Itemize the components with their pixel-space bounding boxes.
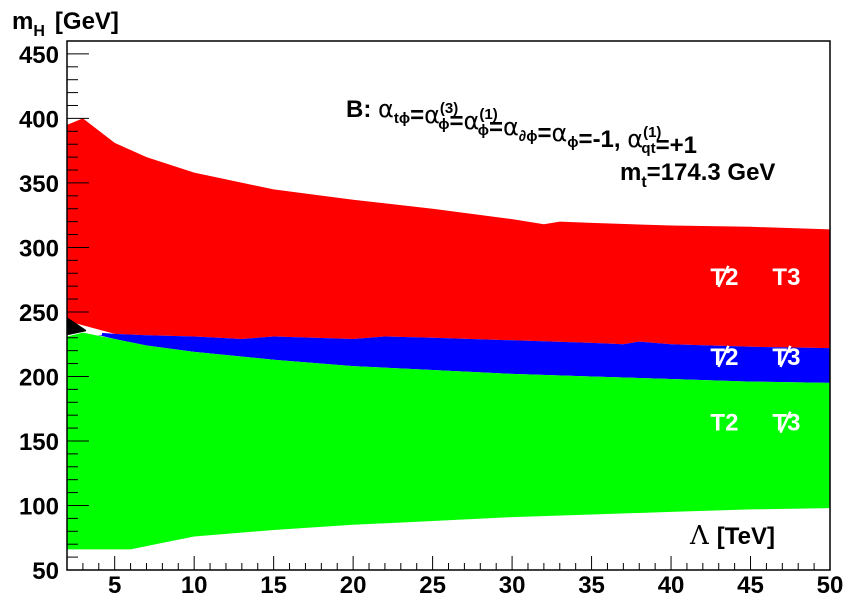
scenario-item-1-sub: ϕ	[438, 116, 449, 133]
region-0-label-right: T3	[772, 264, 800, 291]
y-axis-title: mH [GeV]	[12, 8, 119, 40]
scenario-prefix: B:	[346, 96, 378, 123]
top-mass-rest: =174.3 GeV	[647, 159, 776, 186]
region-2-label-left: T2	[710, 410, 738, 437]
region-gap-line	[85, 329, 103, 336]
top-mass-main: m	[620, 159, 641, 186]
y-tick-label: 450	[19, 42, 59, 69]
region-1-label-right-slash	[779, 345, 792, 368]
region-2	[67, 332, 830, 550]
scenario-equals: =	[450, 108, 464, 135]
x-tick-label: 20	[340, 572, 367, 599]
x-tick-label: 50	[817, 572, 844, 599]
region-0-label-left: T2	[710, 264, 738, 291]
scenario-equals: =	[579, 126, 593, 153]
x-axis-title-unit: [TeV]	[717, 523, 775, 550]
y-tick-label: 250	[19, 300, 59, 327]
x-tick-label: 40	[658, 572, 685, 599]
scenario-item-0-symbol: α	[378, 95, 394, 123]
region-1-label-left: T2	[710, 344, 738, 371]
region-2-label-right-slash	[779, 411, 792, 434]
scenario-value-1: -1,	[593, 126, 628, 153]
scenario-item-2-sub: ϕ	[478, 122, 489, 139]
scenario-item-0-sub: tϕ	[394, 110, 410, 127]
x-tick-label: 25	[419, 572, 446, 599]
scenario-item-1-symbol: α	[424, 101, 440, 129]
y-axis-title-main: m	[12, 8, 33, 35]
scenario-item-1-sup: (3)	[440, 100, 458, 117]
plot-frame	[66, 40, 831, 571]
scenario-annotation: B: αtϕ=α(3) ϕ=α(1) ϕ=α∂ϕ=αϕ=-1, α(1) qt=+1	[346, 95, 697, 159]
x-tick-label: 15	[260, 572, 287, 599]
x-tick-label: 35	[578, 572, 605, 599]
scenario-item-2-sup: (1)	[479, 106, 497, 123]
scenario-equals: =	[537, 120, 551, 147]
y-tick-label: 200	[19, 364, 59, 391]
x-tick-label: 30	[499, 572, 526, 599]
y-tick-label: 400	[19, 106, 59, 133]
top-mass-annotation: mt=174.3 GeV	[620, 159, 775, 191]
x-tick-label: 5	[108, 572, 121, 599]
scenario-equals: =	[410, 102, 424, 129]
top-mass-sub: t	[641, 174, 647, 191]
y-tick-label: 50	[32, 558, 59, 585]
scenario-item-last-sub: qt	[641, 140, 655, 157]
scenario-value-2: +1	[670, 132, 697, 159]
x-axis-title-symbol: Λ	[689, 521, 710, 551]
region-1-label-right: T3	[772, 344, 800, 371]
y-axis-title-unit: [GeV]	[55, 8, 119, 35]
scenario-item-last-sup: (1)	[643, 124, 661, 141]
x-tick-label: 45	[737, 572, 764, 599]
ticks-layer	[66, 40, 831, 571]
scenario-item-3-symbol: α	[503, 113, 519, 141]
scenario-item-4-sub: ϕ	[567, 134, 578, 151]
region-0-label-left-slash	[717, 265, 730, 288]
scenario-item-2-symbol: α	[464, 107, 480, 135]
scenario-item-4-symbol: α	[551, 119, 567, 147]
scenario-item-last-symbol: α	[627, 125, 643, 153]
x-tick-label: 10	[181, 572, 208, 599]
y-tick-label: 150	[19, 429, 59, 456]
scenario-item-3-sub: ∂ϕ	[519, 128, 538, 145]
x-axis-title: Λ [TeV]	[689, 521, 775, 551]
labels-layer: 50 100 150 200 250 300 350 400 450 5 10 15 20 25 30 35 4…	[19, 42, 843, 599]
regions-layer	[67, 118, 831, 550]
scenario-equals: =	[489, 114, 503, 141]
y-axis-title-sub: H	[33, 23, 45, 40]
region-0	[67, 118, 830, 349]
region-1-label-left-slash	[717, 345, 730, 368]
region-1	[98, 332, 831, 383]
region-2-label-right: T3	[772, 410, 800, 437]
y-tick-label: 100	[19, 493, 59, 520]
y-tick-label: 300	[19, 235, 59, 262]
region-3	[67, 317, 87, 336]
y-tick-label: 350	[19, 171, 59, 198]
scenario-equals: =	[656, 132, 670, 159]
